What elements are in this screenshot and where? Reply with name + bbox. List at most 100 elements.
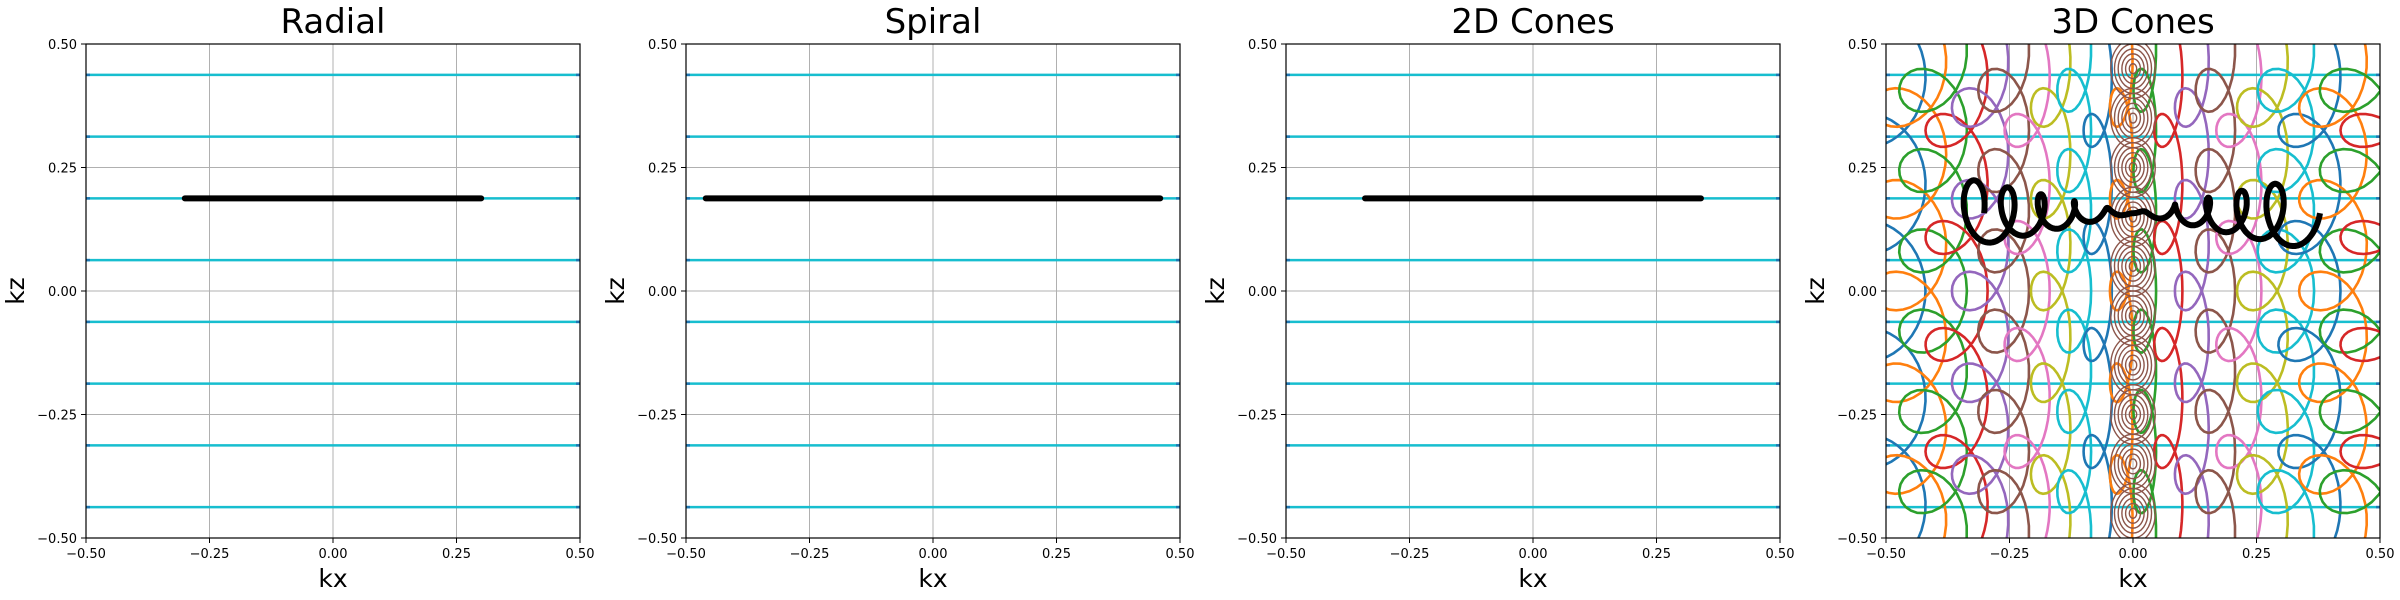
cone-center-ring [2128, 260, 2138, 272]
subplot-2: −0.50−0.50 −0.25 −0.25 0.00 0.00 0.25 0.25 0.50… [601, 2, 1194, 593]
x-axis-label: kx [1518, 564, 1547, 593]
cone-center-ring [2121, 497, 2145, 529]
plot-area [1886, 44, 2380, 538]
cone-center-ring [2121, 250, 2145, 282]
x-tick-label: −0.25 [1390, 547, 1430, 562]
x-tick-label: 0.00 [2119, 547, 2148, 562]
subplot-3: −0.50−0.50 −0.25 −0.25 0.00 0.00 0.25 0.25 0.50… [1201, 2, 1794, 593]
cone-trajectory [2256, 44, 2316, 538]
cone-trajectory [1897, 44, 1969, 538]
cone-trajectory [2173, 44, 2211, 538]
y-tick-label: −0.50 [37, 532, 77, 547]
plot-area [86, 73, 580, 509]
y-tick-label: 0.25 [1848, 162, 1877, 177]
cone-center-ring [2128, 112, 2138, 124]
x-tick-label: 0.25 [442, 547, 471, 562]
cone-center-ring [2124, 107, 2142, 129]
cone-center-ring [2124, 58, 2142, 80]
x-tick-label: 0.00 [319, 547, 348, 562]
highlighted-trajectory [1960, 177, 2323, 249]
cone-center-ring [2121, 151, 2145, 184]
x-tick-label: −0.50 [1266, 547, 1306, 562]
y-tick-label: −0.50 [1837, 532, 1877, 547]
cone-center-ring [2128, 161, 2138, 174]
y-tick-label: −0.50 [1237, 532, 1277, 547]
x-tick-label: 0.50 [2366, 547, 2395, 562]
cone-center-ring [2121, 53, 2145, 85]
y-tick-label: 0.25 [1248, 162, 1277, 177]
y-axis-label: kz [1, 277, 30, 305]
cone-trajectory [2108, 44, 2134, 538]
x-tick-label: 0.25 [1042, 547, 1071, 562]
cone-trajectory [1976, 44, 2031, 538]
x-tick-label: 0.00 [1519, 547, 1548, 562]
x-tick-label: −0.50 [66, 547, 106, 562]
cone-trajectory [2339, 112, 2380, 470]
subplot-title: 2D Cones [1451, 2, 1614, 42]
cone-trajectory [2003, 44, 2052, 538]
y-tick-label: 0.00 [648, 285, 677, 300]
cone-center-ring [2124, 453, 2142, 475]
cone-center-ring [2124, 305, 2142, 327]
x-tick-label: 0.25 [1642, 547, 1671, 562]
plot-area [1286, 73, 1780, 509]
y-tick-label: 0.50 [1248, 38, 1277, 53]
cone-trajectory [1924, 44, 1989, 538]
cone-trajectory [2029, 44, 2072, 538]
cone-center-ring [2128, 310, 2138, 322]
x-tick-label: 0.50 [1166, 547, 1195, 562]
x-tick-label: 0.50 [566, 547, 595, 562]
y-axis-label: kz [601, 277, 630, 305]
subplot-1: −0.50−0.50 −0.25 −0.25 0.00 0.00 0.25 0.25 0.50… [1, 2, 594, 593]
cone-center-ring [2124, 354, 2142, 376]
cone-center-ring [2121, 398, 2145, 431]
subplot-title: Radial [280, 2, 385, 42]
y-tick-label: 0.25 [648, 162, 677, 177]
cone-center-ring [2117, 48, 2149, 90]
cone-center-ring [2121, 349, 2145, 381]
cone-center-ring [2121, 102, 2145, 134]
y-tick-label: −0.25 [637, 409, 677, 424]
cone-trajectory [2152, 44, 2184, 538]
cone-center-ring [2124, 156, 2142, 179]
y-axis-label: kz [1801, 277, 1830, 305]
x-tick-label: −0.50 [1866, 547, 1906, 562]
cone-center-ring [2110, 44, 2156, 100]
cone-center-ring [2128, 458, 2138, 470]
cone-center-ring [2113, 44, 2153, 95]
x-tick-label: 0.50 [1766, 547, 1795, 562]
y-tick-label: −0.25 [37, 409, 77, 424]
y-tick-label: 0.00 [1848, 285, 1877, 300]
x-tick-label: 0.25 [2242, 547, 2271, 562]
x-tick-label: −0.25 [790, 547, 830, 562]
x-axis-label: kx [918, 564, 947, 593]
cone-trajectory [2318, 67, 2380, 515]
x-tick-label: −0.25 [1990, 547, 2030, 562]
cone-center-ring [2124, 403, 2142, 426]
cone-trajectory [1886, 44, 1927, 538]
cone-center-ring [2121, 448, 2145, 480]
subplot-4: −0.50−0.50 −0.25 −0.25 0.00 0.00 0.25 0.25 0.50… [1801, 2, 2395, 593]
y-tick-label: 0.00 [1248, 285, 1277, 300]
cone-trajectory [1950, 44, 2010, 538]
y-tick-label: 0.25 [48, 162, 77, 177]
y-tick-label: −0.25 [1237, 409, 1277, 424]
cone-center-ring [2128, 408, 2138, 421]
x-axis-label: kx [2118, 564, 2147, 593]
cone-trajectory [2132, 44, 2158, 538]
y-axis-label: kz [1201, 277, 1230, 305]
cone-center-ring [2128, 507, 2138, 519]
cone-trajectory [2277, 44, 2342, 538]
cone-center-ring [2124, 255, 2142, 277]
y-tick-label: −0.25 [1837, 409, 1877, 424]
cone-center-ring [2121, 300, 2145, 332]
subplot-title: Spiral [885, 2, 982, 42]
cone-trajectory [2055, 44, 2093, 538]
cone-trajectory [2082, 44, 2114, 538]
cone-center-ring [2128, 63, 2138, 75]
y-tick-label: 0.00 [48, 285, 77, 300]
cone-center-ring [2128, 359, 2138, 371]
plot-area [686, 73, 1180, 509]
subplot-title: 3D Cones [2051, 2, 2214, 42]
